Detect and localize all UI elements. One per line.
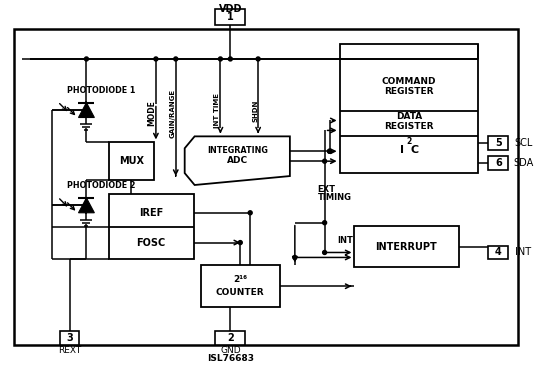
Text: I: I	[400, 145, 404, 155]
Text: GND: GND	[220, 346, 241, 355]
FancyBboxPatch shape	[59, 331, 80, 345]
Circle shape	[85, 57, 89, 61]
Text: INT TIME: INT TIME	[214, 93, 221, 128]
Circle shape	[328, 149, 332, 153]
Text: IREF: IREF	[139, 208, 163, 218]
Text: ADC: ADC	[227, 156, 248, 165]
Text: C: C	[411, 145, 419, 155]
Text: TIMING: TIMING	[318, 194, 351, 202]
Text: PHOTODIODE 2: PHOTODIODE 2	[67, 181, 135, 191]
Text: 3: 3	[66, 333, 73, 343]
Text: INT: INT	[515, 247, 531, 258]
Text: REXT: REXT	[58, 346, 81, 355]
Text: REGISTER: REGISTER	[384, 87, 434, 96]
Circle shape	[228, 57, 232, 61]
FancyBboxPatch shape	[201, 265, 280, 307]
Text: 2: 2	[406, 137, 411, 146]
Text: 2¹⁶: 2¹⁶	[233, 275, 248, 284]
Text: 2: 2	[227, 333, 234, 343]
Circle shape	[323, 221, 327, 225]
Text: FOSC: FOSC	[136, 238, 166, 248]
Polygon shape	[185, 137, 290, 185]
FancyBboxPatch shape	[14, 29, 518, 345]
Polygon shape	[79, 103, 95, 117]
Text: COMMAND: COMMAND	[382, 77, 436, 86]
Text: SDA: SDA	[513, 158, 533, 168]
Text: MUX: MUX	[119, 156, 144, 166]
Polygon shape	[79, 198, 95, 213]
Circle shape	[328, 149, 332, 153]
FancyBboxPatch shape	[354, 226, 459, 268]
Text: 4: 4	[495, 247, 502, 258]
Text: GAIN/RANGE: GAIN/RANGE	[170, 89, 176, 138]
Circle shape	[238, 241, 242, 245]
FancyBboxPatch shape	[109, 142, 154, 180]
Text: INT: INT	[338, 236, 354, 245]
FancyBboxPatch shape	[488, 156, 508, 170]
Text: MODE: MODE	[147, 100, 156, 127]
Text: 5: 5	[495, 138, 502, 148]
Text: DATA: DATA	[396, 112, 422, 121]
FancyBboxPatch shape	[488, 245, 508, 259]
Text: 1: 1	[227, 12, 234, 22]
Text: COUNTER: COUNTER	[216, 288, 265, 297]
Text: SCL: SCL	[514, 138, 532, 148]
Circle shape	[174, 57, 178, 61]
FancyBboxPatch shape	[216, 331, 245, 345]
Circle shape	[323, 251, 327, 254]
Text: VDD: VDD	[218, 4, 242, 14]
Text: ISL76683: ISL76683	[207, 354, 254, 363]
Text: REGISTER: REGISTER	[384, 122, 434, 131]
FancyBboxPatch shape	[339, 44, 478, 173]
FancyBboxPatch shape	[488, 137, 508, 150]
Text: INTEGRATING: INTEGRATING	[207, 146, 268, 155]
Text: EXT: EXT	[318, 185, 336, 194]
Text: INTERRUPT: INTERRUPT	[375, 241, 437, 251]
Circle shape	[323, 159, 327, 163]
Text: PHOTODIODE 1: PHOTODIODE 1	[67, 86, 135, 95]
Circle shape	[218, 57, 222, 61]
Circle shape	[293, 255, 297, 259]
FancyBboxPatch shape	[216, 9, 245, 25]
Text: SHDN: SHDN	[252, 99, 258, 122]
Circle shape	[154, 57, 158, 61]
Circle shape	[256, 57, 260, 61]
Text: 6: 6	[495, 158, 502, 168]
Circle shape	[248, 211, 252, 215]
FancyBboxPatch shape	[109, 194, 194, 259]
